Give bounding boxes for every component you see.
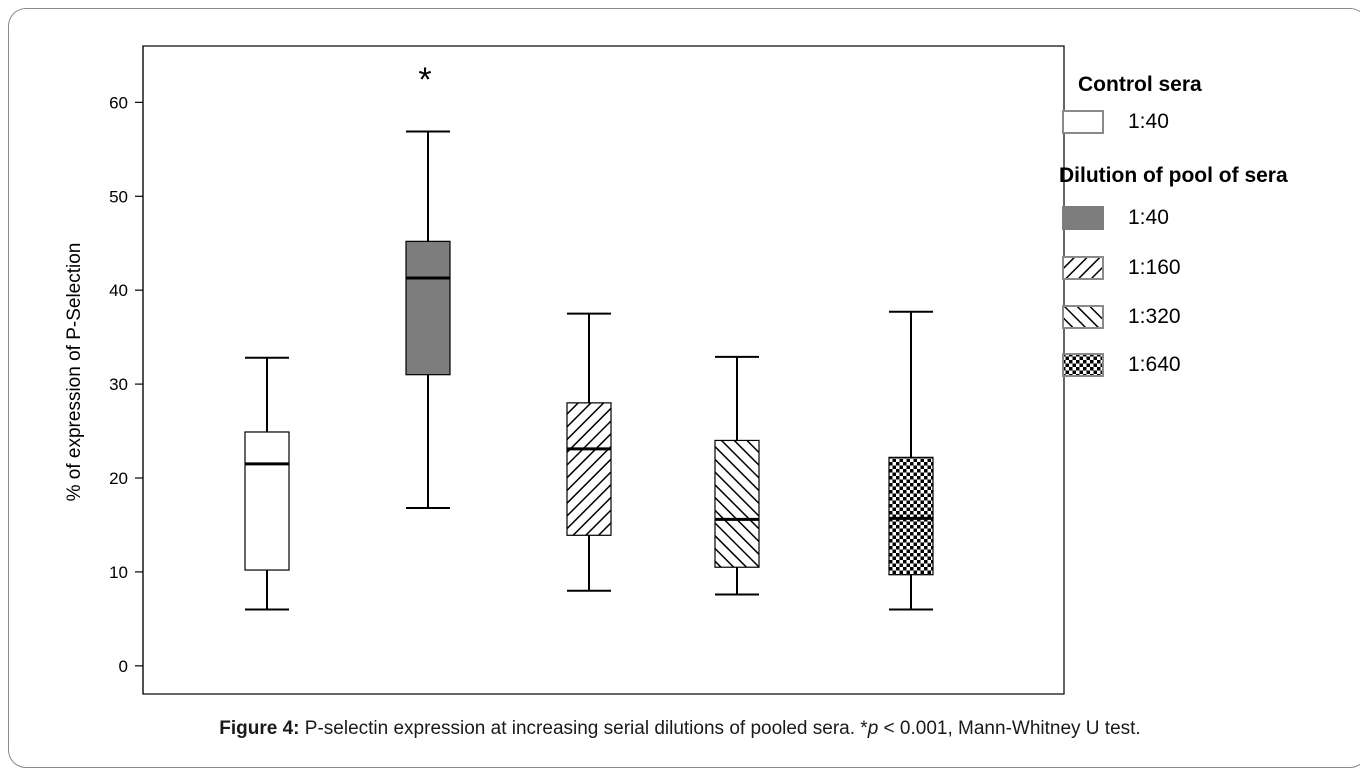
plot-area-border [142, 45, 1065, 695]
box-2 [566, 312, 612, 592]
y-axis-ticks: 0 10 20 30 40 50 60 [109, 93, 143, 676]
legend-label: 1:160 [1128, 256, 1181, 279]
box-4 [888, 310, 934, 611]
box-iqr [566, 402, 612, 536]
box-series [244, 130, 934, 611]
legend-item-dilution-1-160: 1:160 [1062, 255, 1181, 281]
legend-heading-dilution: Dilution of pool of sera [1059, 164, 1288, 187]
caption-text-end: < 0.001, Mann-Whitney U test. [878, 718, 1141, 739]
box-iqr [888, 456, 934, 576]
legend-swatch-diagonal-forward [1062, 305, 1104, 329]
figure-caption: Figure 4: P-selectin expression at incre… [0, 718, 1360, 740]
legend-label: 1:320 [1128, 305, 1181, 328]
caption-text: P-selectin expression at increasing seri… [299, 718, 868, 739]
legend-swatch-checker [1062, 353, 1104, 377]
legend-item-control-1-40: 1:40 [1062, 109, 1169, 135]
legend-item-dilution-1-320: 1:320 [1062, 304, 1181, 330]
legend-label: 1:40 [1128, 110, 1169, 133]
y-tick-label: 30 [109, 375, 128, 394]
caption-label: Figure 4: [219, 718, 300, 739]
legend-item-dilution-1-40: 1:40 [1062, 205, 1169, 231]
box-0 [244, 356, 290, 611]
box-iqr [244, 431, 290, 571]
y-tick-label: 10 [109, 563, 128, 582]
legend-swatch-diagonal-back [1062, 256, 1104, 280]
legend-heading-control: Control sera [1078, 73, 1202, 96]
box-iqr [714, 439, 760, 568]
legend-swatch-gray [1062, 206, 1104, 230]
y-tick-label: 0 [119, 657, 128, 676]
y-axis-label: % of expression of P-Selection [64, 243, 85, 502]
legend-label: 1:640 [1128, 353, 1181, 376]
box-iqr [405, 240, 451, 376]
legend-swatch-white [1062, 110, 1104, 134]
box-3 [714, 355, 760, 596]
y-tick-label: 20 [109, 469, 128, 488]
y-tick-label: 40 [109, 281, 128, 300]
caption-p-symbol: p [867, 718, 879, 739]
legend-item-dilution-1-640: 1:640 [1062, 352, 1181, 378]
y-tick-label: 50 [109, 187, 128, 206]
box-1 [405, 130, 451, 510]
significance-annotation: * [418, 61, 431, 99]
y-tick-label: 60 [109, 93, 128, 112]
legend-label: 1:40 [1128, 206, 1169, 229]
